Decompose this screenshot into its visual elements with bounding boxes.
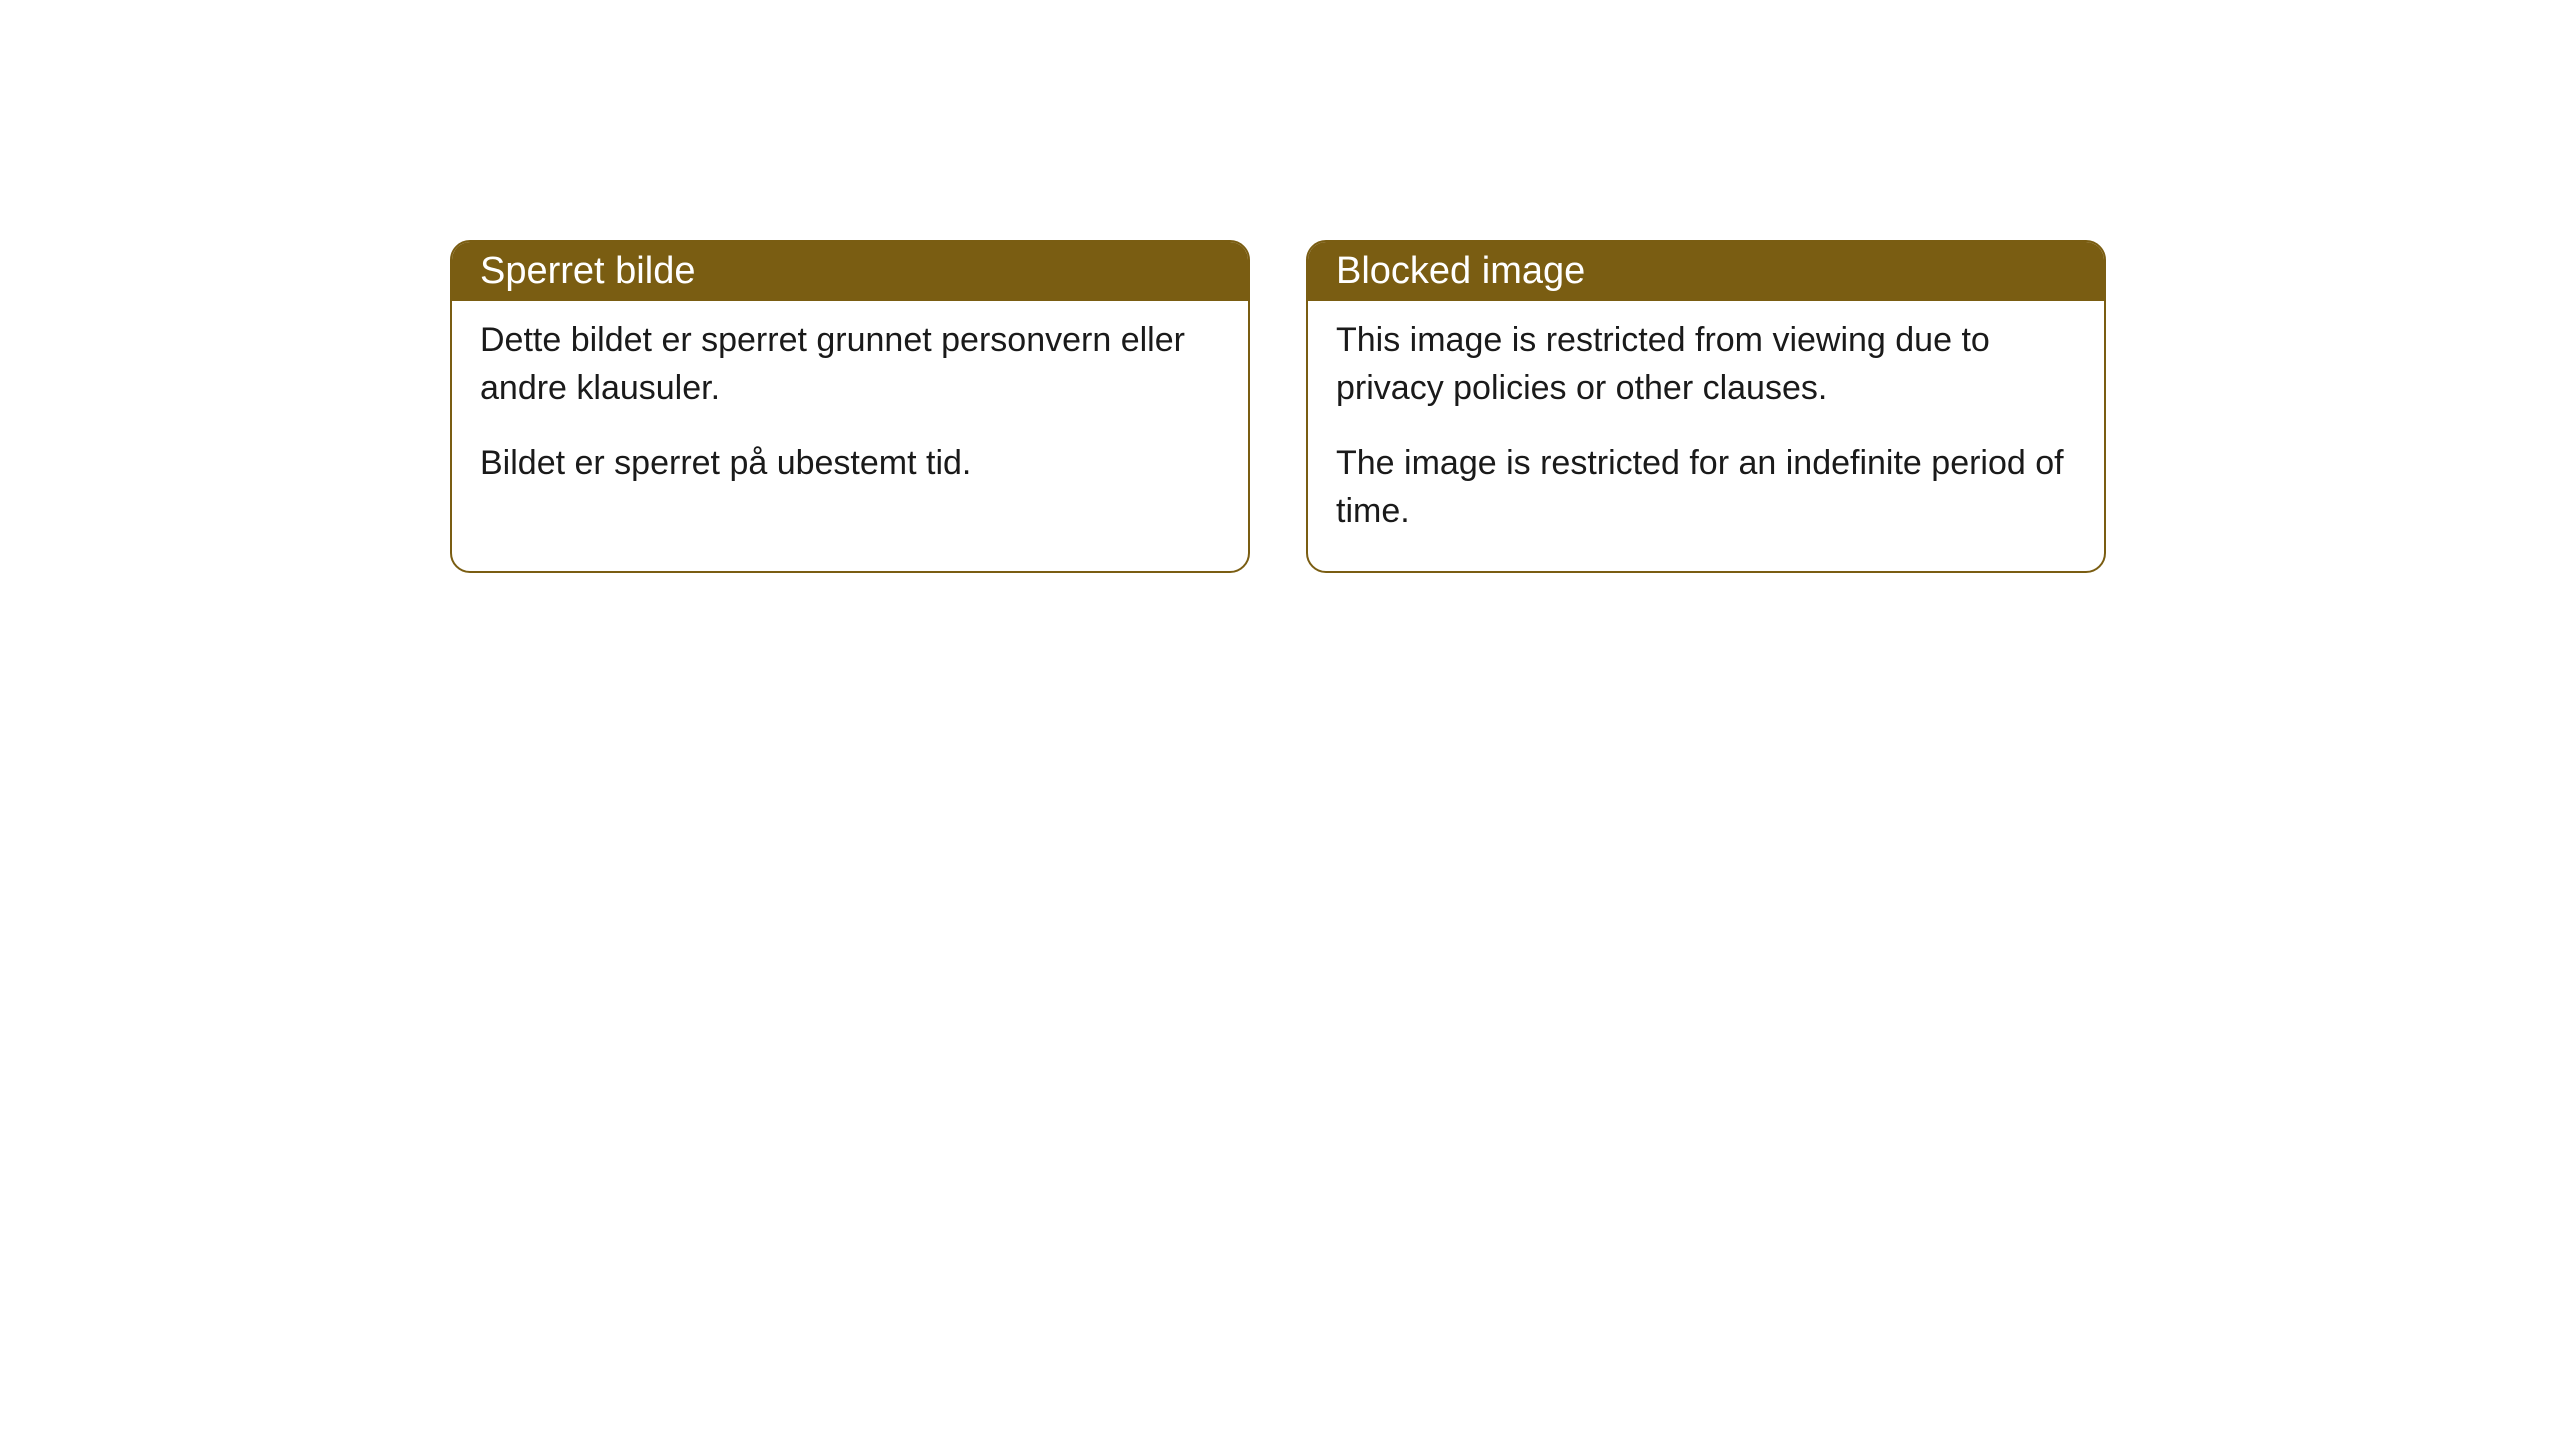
notice-paragraph-1: This image is restricted from viewing du… [1336,317,2076,412]
card-header: Sperret bilde [452,242,1248,301]
notice-cards-container: Sperret bilde Dette bildet er sperret gr… [450,240,2110,573]
notice-paragraph-2: The image is restricted for an indefinit… [1336,440,2076,535]
notice-paragraph-1: Dette bildet er sperret grunnet personve… [480,317,1220,412]
notice-paragraph-2: Bildet er sperret på ubestemt tid. [480,440,1220,488]
card-body: This image is restricted from viewing du… [1308,301,2104,571]
notice-card-english: Blocked image This image is restricted f… [1306,240,2106,573]
card-header: Blocked image [1308,242,2104,301]
card-body: Dette bildet er sperret grunnet personve… [452,301,1248,524]
notice-card-norwegian: Sperret bilde Dette bildet er sperret gr… [450,240,1250,573]
